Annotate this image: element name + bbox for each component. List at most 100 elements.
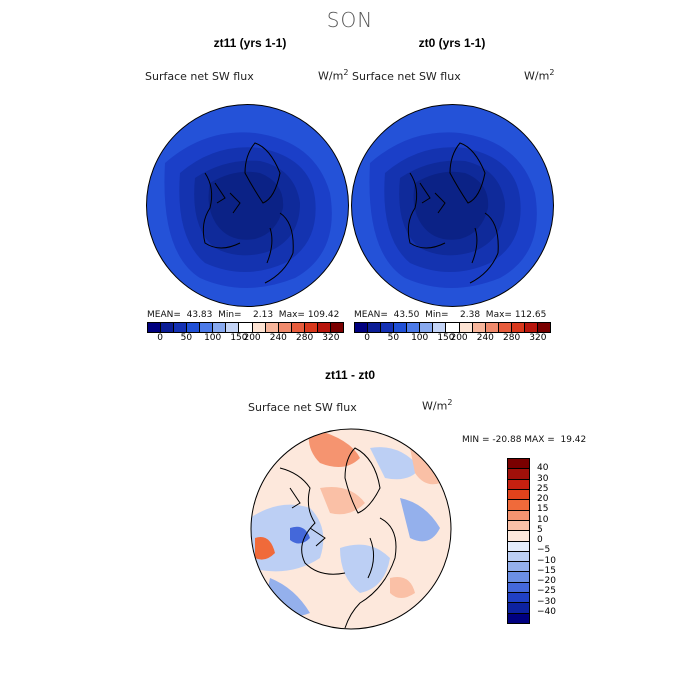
diff-pos-patch [390, 577, 415, 598]
colorbar-swatch [213, 323, 227, 332]
colorbar-swatch [508, 531, 529, 542]
diff-colorbar-labels: 40 30 25 20 15 10 5 0 −5 −10 −15 −20 −25 −30 −40 [537, 458, 567, 622]
colorbar-tick-label: −15 [537, 565, 556, 576]
diff-neg-patch [370, 447, 420, 480]
left-unit-label: W/m2 [318, 68, 349, 83]
coastline-canada [407, 172, 446, 249]
right-unit-label: W/m2 [524, 68, 555, 83]
colorbar-tick-label: 20 [537, 494, 549, 504]
colorbar-tick-label: 0 [157, 333, 163, 343]
colorbar-tick-label: 280 [503, 333, 521, 343]
colorbar-swatch [148, 323, 162, 332]
colorbar-swatch [508, 572, 529, 583]
diff-pos-patch [320, 487, 365, 515]
colorbar-swatch [174, 323, 188, 332]
colorbar-tick-label: 200 [450, 333, 468, 343]
colorbar-swatch [537, 323, 550, 332]
colorbar-tick-label: 10 [537, 514, 549, 525]
colorbar-labels: 0 50 100 150 200 240 280 320 [354, 333, 551, 345]
map-level-5 [413, 171, 489, 240]
colorbar-tick-label: 280 [296, 333, 314, 343]
coastline-greenland [244, 142, 281, 204]
colorbar-swatch [508, 500, 529, 511]
colorbar-swatch [226, 323, 240, 332]
colorbar-swatch [485, 323, 499, 332]
colorbar-swatch [524, 323, 538, 332]
diff-colorbar [507, 458, 530, 624]
colorbar-swatch [508, 489, 529, 501]
colorbar-swatch [317, 323, 331, 332]
coastline-eurasia [264, 212, 294, 284]
colorbar-tick-label: 50 [387, 333, 400, 343]
colorbar-swatch [508, 479, 529, 490]
diff-field-label: Surface net SW flux [248, 401, 357, 414]
left-colorbar: 0 50 100 150 200 240 280 320 [147, 322, 344, 345]
right-field-label: Surface net SW flux [352, 70, 461, 83]
diff-pos-patch [255, 537, 275, 560]
colorbar-tick-label: 200 [243, 333, 261, 343]
colorbar-tick-label: 320 [529, 333, 547, 343]
colorbar-swatch [407, 323, 421, 332]
colorbar-tick-label: 100 [204, 333, 222, 343]
colorbar-swatch [265, 323, 279, 332]
diff-panel-title: zt11 - zt0 [324, 368, 375, 382]
coastline-eurasia [469, 212, 499, 284]
colorbar-tick-label: −25 [537, 586, 556, 597]
diff-coastline-greenland [344, 447, 381, 514]
right-stats: MEAN= 43.50 Min= 2.38 Max= 112.65 [354, 310, 547, 320]
diff-neg-patch [340, 544, 390, 593]
colorbar-tick-label: −5 [537, 545, 551, 556]
colorbar-swatch [508, 562, 529, 573]
colorbar-swatch [355, 323, 369, 332]
colorbar-tick-label: −20 [537, 576, 556, 586]
colorbar-swatch [368, 323, 382, 332]
right-panel-title: zt0 (yrs 1-1) [418, 36, 486, 50]
diff-stats: MIN = -20.88 MAX = 19.42 [462, 435, 587, 445]
colorbar-tick-label: −10 [537, 555, 556, 566]
colorbar-swatch [446, 323, 460, 332]
diff-neg-patch [400, 498, 440, 542]
colorbar-tick-label: 0 [537, 535, 543, 545]
map-level-5 [208, 171, 284, 240]
coastline-greenland [449, 142, 486, 204]
colorbar-swatch [508, 603, 529, 614]
colorbar-tick-label: 100 [411, 333, 429, 343]
right-colorbar: 0 50 100 150 200 240 280 320 [354, 322, 551, 345]
colorbar-swatch [330, 323, 343, 332]
colorbar-tick-label: 25 [537, 483, 549, 494]
colorbar-swatch [200, 323, 214, 332]
left-polar-map [146, 104, 349, 307]
colorbar-tick-label: 240 [269, 333, 287, 343]
colorbar-tick-label: 15 [537, 504, 549, 515]
colorbar-swatch [394, 323, 408, 332]
diff-polar-map [250, 428, 452, 630]
colorbar-swatch [508, 582, 529, 594]
colorbar-swatch [508, 541, 529, 552]
colorbar-tick-label: 5 [537, 524, 543, 535]
left-field-label: Surface net SW flux [145, 70, 254, 83]
colorbar-labels: 0 50 100 150 200 240 280 320 [147, 333, 344, 345]
colorbar-swatch [508, 520, 529, 532]
colorbar-tick-label: 320 [322, 333, 340, 343]
colorbar-swatch [381, 323, 395, 332]
colorbar-tick-label: 50 [180, 333, 193, 343]
left-panel-title: zt11 (yrs 1-1) [213, 36, 287, 50]
colorbar-swatch [459, 323, 473, 332]
colorbar-tick-label: 30 [537, 473, 549, 484]
colorbar-swatch [472, 323, 486, 332]
right-polar-map [351, 104, 554, 307]
colorbar-swatch [187, 323, 201, 332]
diff-neg-patch [290, 526, 310, 544]
colorbar-swatch [511, 323, 525, 332]
colorbar-tick-label: −40 [537, 606, 556, 617]
colorbar-tick-label: 0 [364, 333, 370, 343]
colorbar-swatch [291, 323, 305, 332]
colorbar-swatch [508, 459, 529, 470]
figure-title: SON [326, 8, 374, 32]
colorbar-tick-label: 150 [437, 333, 455, 343]
coastline-canada [202, 172, 241, 249]
colorbar-swatch [252, 323, 266, 332]
colorbar-tick-label: −30 [537, 596, 556, 607]
diff-pos-patch [308, 429, 360, 467]
colorbar-swatch [161, 323, 175, 332]
